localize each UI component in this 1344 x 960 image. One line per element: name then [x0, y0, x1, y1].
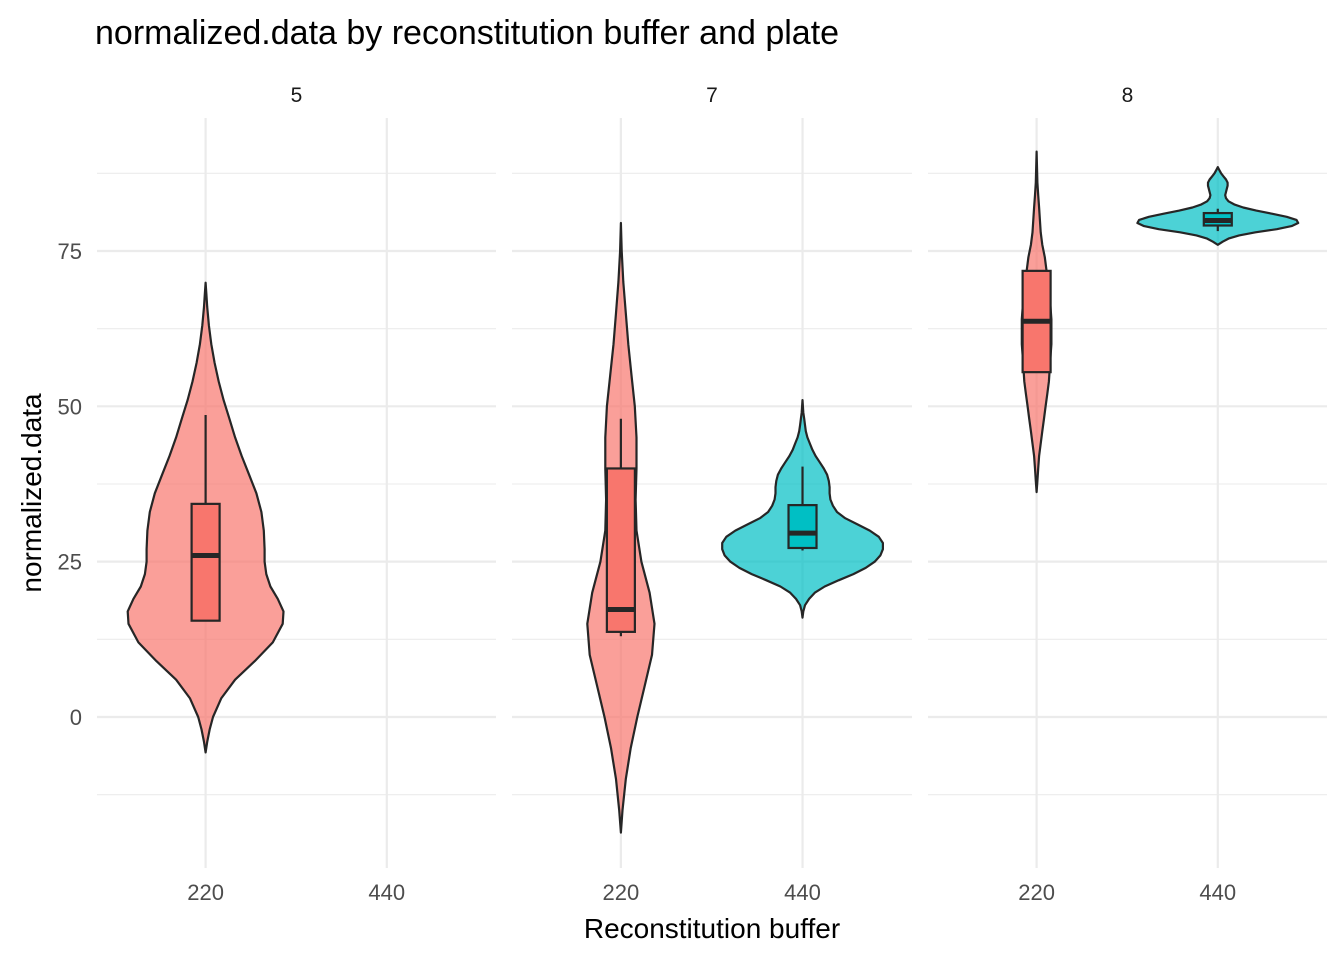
facet-panel-8: 8 220 440	[928, 84, 1327, 905]
y-tick-label: 0	[70, 705, 82, 730]
y-axis-label: normalized.data	[16, 393, 47, 593]
chart-title: normalized.data by reconstitution buffer…	[95, 14, 839, 52]
box-220	[190, 502, 221, 622]
facet-panel-7: 7 220 440	[512, 84, 912, 905]
x-tick-label: 440	[1199, 880, 1236, 905]
box-220	[605, 467, 636, 633]
y-axis-ticks: 0 25 50 75	[58, 239, 82, 730]
box-440	[787, 504, 818, 550]
facets: 5 220 440 7 220 440 8 220 440	[97, 84, 1327, 905]
violin-440	[1136, 166, 1300, 246]
facet-label: 5	[291, 84, 303, 107]
x-tick-label: 220	[187, 880, 224, 905]
facet-panel-5: 5 220 440	[97, 84, 496, 905]
x-tick-label: 220	[603, 880, 640, 905]
y-tick-label: 25	[58, 550, 82, 575]
x-tick-label: 220	[1018, 880, 1055, 905]
x-axis-label: Reconstitution buffer	[584, 913, 840, 944]
facet-label: 7	[706, 84, 718, 107]
x-tick-label: 440	[368, 880, 405, 905]
y-tick-label: 75	[58, 239, 82, 264]
x-tick-label: 440	[784, 880, 821, 905]
facet-label: 8	[1122, 84, 1134, 107]
y-tick-label: 50	[58, 394, 82, 419]
